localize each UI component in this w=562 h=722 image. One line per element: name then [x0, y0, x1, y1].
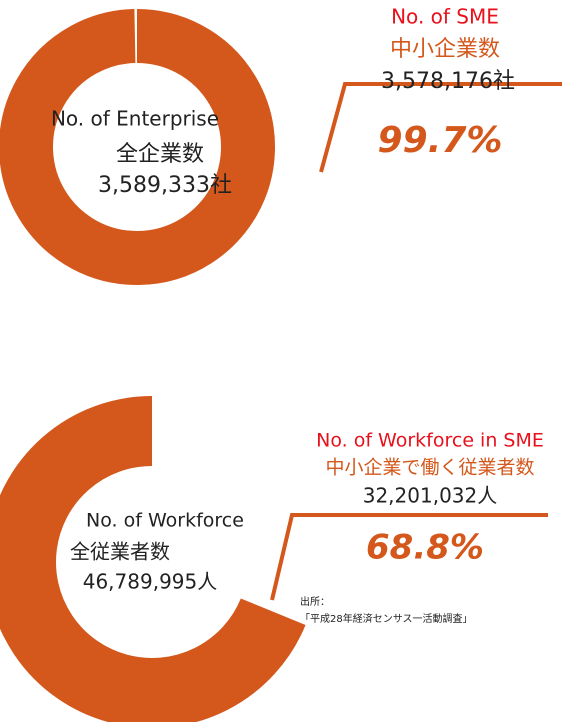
center-label: 全企業数 [116, 142, 204, 167]
donut-segment [0, 396, 306, 722]
callout-line [270, 513, 548, 601]
percentage-label: 68.8% [366, 528, 484, 568]
center-label: 46,789,995人 [83, 570, 218, 594]
callout-label: 3,578,176社 [381, 69, 515, 94]
donut-segment [0, 9, 275, 285]
callout-line [319, 82, 562, 173]
center-label: No. of Workforce [86, 510, 244, 532]
center-label: 全従業者数 [70, 540, 170, 564]
center-label: 3,589,333社 [98, 173, 232, 198]
callout-label: 中小企業数 [390, 37, 500, 62]
callout-label: No. of SME [391, 5, 499, 29]
percentage-label: 99.7% [378, 120, 503, 161]
source-note: 「平成28年経済センサス一活動調査」 [300, 612, 473, 625]
callout-label: 中小企業で働く従業者数 [325, 457, 534, 479]
callout-label: 32,201,032人 [363, 484, 498, 508]
callout-label: No. of Workforce in SME [316, 430, 544, 452]
source-note: 出所： [300, 595, 330, 608]
center-label: No. of Enterprise [51, 107, 219, 131]
